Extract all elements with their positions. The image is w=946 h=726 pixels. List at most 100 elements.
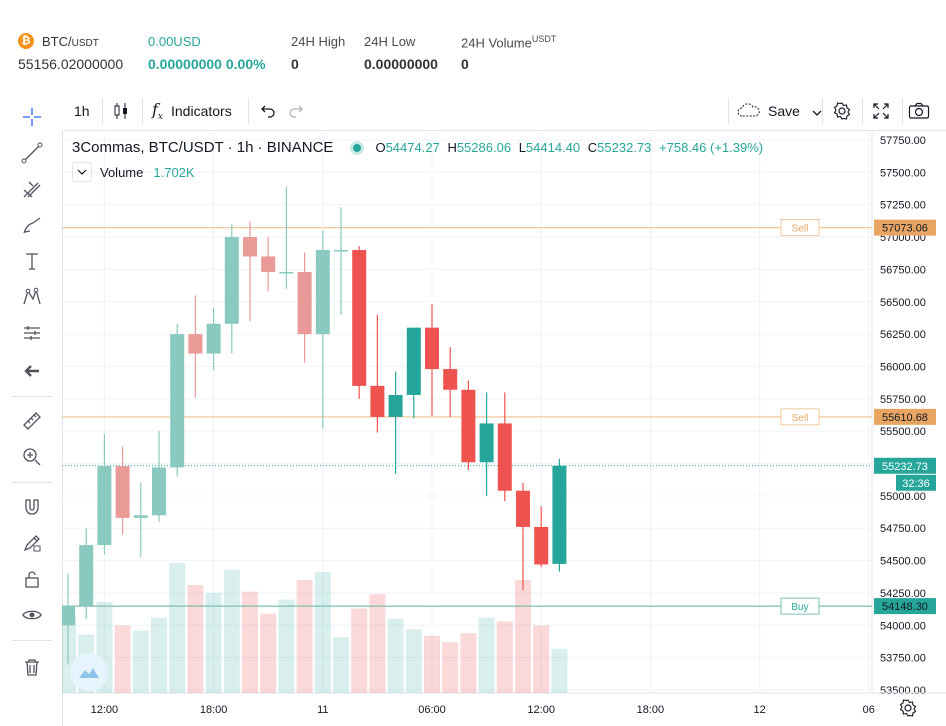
y-tick-label: 56000.00 <box>880 361 926 373</box>
pencil-lock-icon[interactable] <box>14 528 50 558</box>
high-value: 0 <box>291 56 299 72</box>
chart-title: 3Commas, BTC/USDT · 1h · BINANCE <box>72 139 334 156</box>
candle-body <box>534 526 549 565</box>
y-tick-label: 55750.00 <box>880 394 926 406</box>
y-tick-label: 53750.00 <box>880 653 926 665</box>
fullscreen-icon[interactable] <box>872 92 890 130</box>
candle-body <box>97 466 112 546</box>
measure-icon[interactable] <box>14 318 50 348</box>
candle-body <box>297 272 312 335</box>
volume-bar <box>333 637 349 693</box>
y-tick-label: 56500.00 <box>880 297 926 309</box>
candles-icon[interactable] <box>112 92 130 130</box>
price-tag-value: 55610.68 <box>882 412 928 424</box>
low-value: 0.00000000 <box>364 56 438 72</box>
candle-body <box>461 389 476 463</box>
candle-body <box>79 545 94 606</box>
volume-bar <box>387 618 404 693</box>
volume-bar <box>442 642 459 693</box>
save-button[interactable]: Save <box>736 92 822 130</box>
volume-bar <box>132 630 149 693</box>
candle-body <box>370 385 385 417</box>
volume-bar <box>314 572 331 693</box>
sell-label: Sell <box>792 413 809 424</box>
status-dot-icon <box>353 143 362 152</box>
zoom-in-icon[interactable] <box>14 442 50 472</box>
low-label: 24H Low <box>364 34 416 49</box>
lock-icon[interactable] <box>14 564 50 594</box>
tradingview-logo-icon <box>70 653 108 691</box>
fx-icon: fx <box>152 99 163 123</box>
x-tick-label: 06 <box>863 704 875 716</box>
price-chart[interactable]: 57750.0057500.0057250.0057000.0056750.00… <box>62 130 946 726</box>
sell-label: Sell <box>792 224 809 235</box>
toolbar-separator <box>142 98 143 124</box>
candle-body <box>315 250 330 335</box>
arrow-left-icon[interactable] <box>14 356 50 386</box>
volume-bar <box>405 629 422 693</box>
magnet-icon[interactable] <box>14 492 50 522</box>
crosshair-icon[interactable] <box>14 102 50 132</box>
x-tick-label: 18:00 <box>637 704 665 716</box>
eye-icon[interactable] <box>14 600 50 630</box>
y-tick-label: 54500.00 <box>880 556 926 568</box>
volume-bar <box>114 625 131 693</box>
x-tick-label: 18:00 <box>200 704 228 716</box>
volume-bar <box>223 569 240 693</box>
collapse-chevron-icon[interactable] <box>72 162 92 182</box>
candle-body <box>279 272 294 274</box>
candle-body <box>334 250 348 252</box>
trash-icon[interactable] <box>14 652 50 682</box>
candle-body <box>497 423 512 491</box>
change-value: 0.00000000 0.00% <box>148 56 266 72</box>
x-tick-label: 12 <box>753 704 765 716</box>
camera-icon[interactable] <box>908 92 930 130</box>
chevron-down-icon[interactable] <box>812 103 822 119</box>
candle-body <box>443 369 458 390</box>
volume-bar <box>369 594 386 693</box>
pitchfork-icon[interactable] <box>14 174 50 204</box>
trend-line-icon[interactable] <box>14 138 50 168</box>
indicators-button[interactable]: fx Indicators <box>152 99 232 123</box>
y-tick-label: 55500.00 <box>880 426 926 438</box>
toolbar-separator <box>248 98 249 124</box>
redo-icon[interactable] <box>288 92 304 130</box>
candle-body <box>516 490 530 527</box>
toolbar-separator <box>862 98 863 124</box>
candle-body <box>62 605 75 626</box>
y-tick-label: 54750.00 <box>880 523 926 535</box>
interval-button[interactable]: 1h <box>74 103 90 119</box>
x-tick-label: 06:00 <box>418 704 446 716</box>
buy-label-box <box>780 597 820 615</box>
undo-icon[interactable] <box>260 92 276 130</box>
chart-legend: 3Commas, BTC/USDT · 1h · BINANCE O54474.… <box>72 139 763 156</box>
price-tag-value: 54148.30 <box>882 601 928 613</box>
coin-icon: ₿ <box>18 33 34 49</box>
volume-bar <box>496 621 513 693</box>
candle-body <box>352 250 367 386</box>
price-tag <box>874 219 936 236</box>
candle-body <box>206 323 221 354</box>
volume-bar <box>169 563 186 693</box>
ruler-icon[interactable] <box>14 406 50 436</box>
pattern-icon[interactable] <box>14 282 50 312</box>
candle-body <box>243 237 257 257</box>
toolbar-divider <box>12 396 52 397</box>
volume-bar <box>533 625 550 693</box>
gear-icon[interactable] <box>832 92 852 130</box>
candle-body <box>552 465 567 564</box>
toolbar-divider <box>12 640 52 641</box>
candle-body <box>133 515 148 518</box>
y-tick-label: 53500.00 <box>880 685 926 697</box>
pair-name: BTC/USDT <box>42 34 99 49</box>
text-icon[interactable] <box>14 246 50 276</box>
y-tick-label: 55000.00 <box>880 491 926 503</box>
volume-bar <box>460 633 477 693</box>
brush-icon[interactable] <box>14 210 50 240</box>
axis-settings-icon[interactable] <box>898 698 918 723</box>
ohlc-values: O54474.27 H55286.06 L54414.40 C55232.73 … <box>375 140 764 155</box>
y-tick-label: 56750.00 <box>880 264 926 276</box>
x-tick-label: 12:00 <box>527 704 555 716</box>
candle-body <box>152 467 166 516</box>
candle-body <box>388 394 403 417</box>
